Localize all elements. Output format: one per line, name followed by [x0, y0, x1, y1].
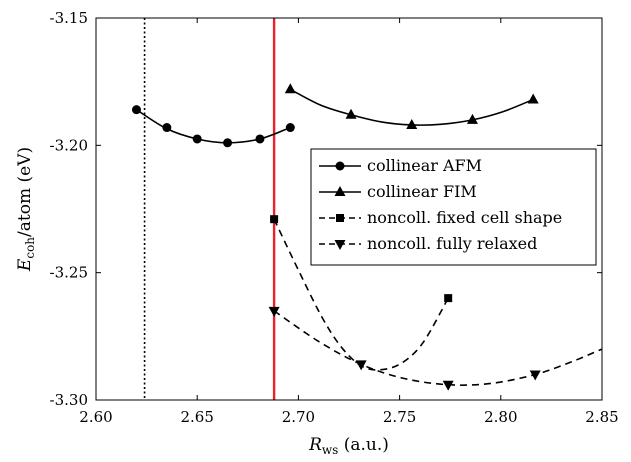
data-point-collinear-afm	[162, 123, 172, 133]
y-tick-label: -3.25	[50, 264, 88, 282]
legend-marker-noncoll-fixed-cell-shape	[336, 214, 344, 222]
series-line-noncoll-fixed-cell-shape	[273, 218, 449, 371]
legend-label-collinear-afm: collinear AFM	[367, 156, 482, 175]
x-tick-label: 2.65	[180, 408, 213, 426]
legend-label-noncoll-fully-relaxed: noncoll. fully relaxed	[367, 234, 537, 253]
y-axis-label-unit: /atom (eV)	[15, 147, 35, 237]
data-point-noncoll-fully-relaxed	[268, 306, 280, 317]
x-axis-label: Rws (a.u.)	[308, 435, 389, 457]
x-tick-label: 2.85	[585, 408, 618, 426]
plot-area	[131, 18, 602, 400]
legend-marker-noncoll-fully-relaxed	[334, 240, 346, 250]
data-point-collinear-fim	[284, 83, 296, 94]
x-axis-label-sub: ws	[322, 443, 338, 457]
data-point-collinear-afm	[285, 123, 295, 133]
x-tick-label: 2.80	[484, 408, 517, 426]
data-point-collinear-fim	[527, 93, 539, 104]
series-group	[131, 18, 602, 400]
data-point-collinear-fim	[406, 118, 418, 129]
x-axis-label-main: R	[308, 435, 322, 455]
data-point-collinear-fim	[345, 108, 357, 119]
legend: collinear AFM collinear FIM noncoll. fixed…	[310, 148, 597, 266]
data-point-noncoll-fully-relaxed	[529, 370, 541, 381]
axes-frame	[95, 17, 603, 401]
legend-marker-collinear-afm	[335, 161, 345, 171]
data-point-noncoll-fixed-cell-shape	[270, 215, 279, 224]
data-point-collinear-fim	[466, 113, 478, 124]
data-point-collinear-afm	[131, 105, 141, 115]
legend-label-collinear-fim: collinear FIM	[367, 182, 477, 201]
x-tick-label: 2.70	[282, 408, 315, 426]
y-tick-label: -3.30	[50, 391, 88, 409]
legend-marker-collinear-fim	[334, 186, 346, 196]
x-tick-label: 2.75	[383, 408, 416, 426]
legend-label-noncoll-fixed-cell-shape: noncoll. fixed cell shape	[367, 208, 562, 227]
data-point-collinear-afm	[192, 134, 202, 144]
y-tick-label: -3.20	[50, 136, 88, 154]
data-point-collinear-afm	[255, 134, 265, 144]
x-axis-label-unit: (a.u.)	[338, 435, 389, 455]
x-tick-label: 2.60	[79, 408, 112, 426]
y-axis-label-sub: coh	[23, 237, 37, 259]
data-point-noncoll-fully-relaxed	[442, 380, 454, 391]
y-axis-label: Ecoh/atom (eV)	[15, 147, 37, 272]
data-point-noncoll-fixed-cell-shape	[444, 294, 453, 303]
data-point-noncoll-fully-relaxed	[355, 360, 367, 371]
legend-box	[310, 148, 597, 266]
y-axis-label-main: E	[15, 258, 35, 272]
axes: 2.60 2.65 2.70 2.75 2.80 2.85 -3.15 -3.20 -3.25 -…	[15, 9, 619, 457]
data-point-collinear-afm	[223, 138, 233, 148]
y-tick-label: -3.15	[50, 9, 88, 27]
